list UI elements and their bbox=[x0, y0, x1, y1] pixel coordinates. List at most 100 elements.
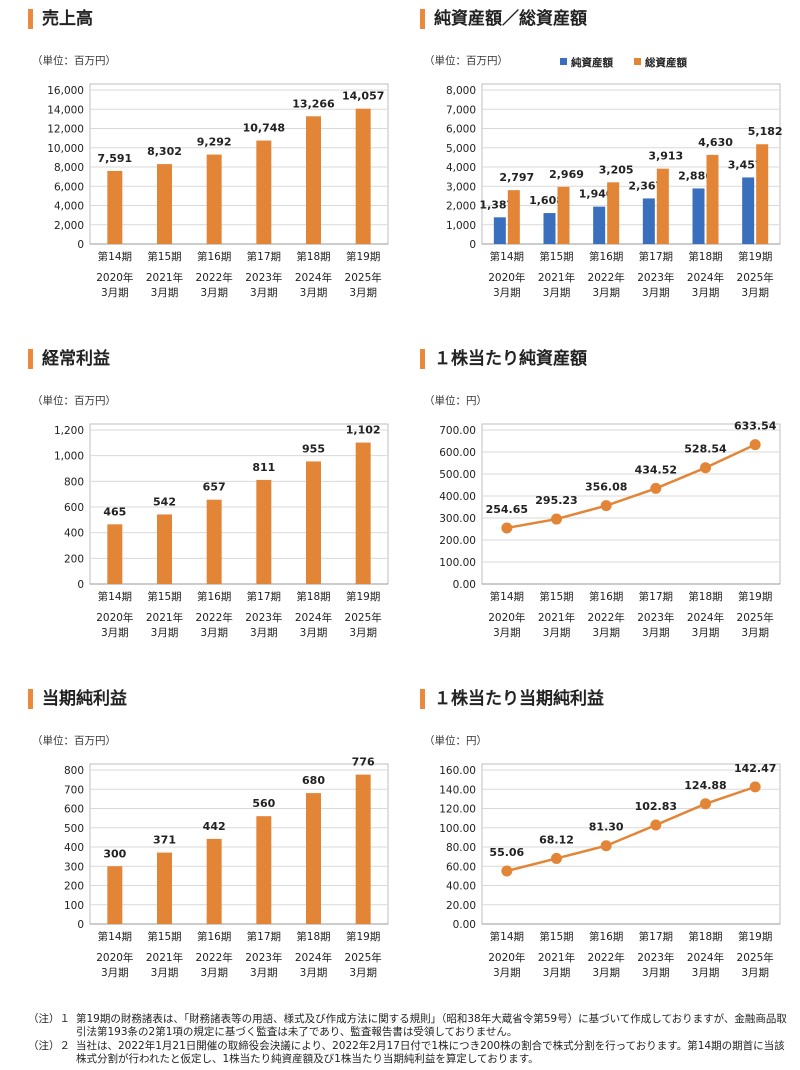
y-tick-label: 200.00 bbox=[439, 535, 476, 547]
data-label: 2,969 bbox=[549, 168, 584, 181]
y-tick-label: 500.00 bbox=[439, 469, 476, 481]
y-tick-label: 1,000 bbox=[446, 220, 476, 232]
x-tick-year: 2023年 bbox=[245, 951, 282, 964]
data-label: 3,205 bbox=[599, 163, 634, 176]
x-tick-year: 2025年 bbox=[345, 271, 382, 284]
unit-label: （単位：百万円） bbox=[32, 54, 116, 67]
data-label: 14,057 bbox=[342, 90, 384, 103]
x-tick-period: 3月期 bbox=[300, 967, 328, 979]
y-tick-label: 800 bbox=[64, 765, 84, 777]
bar bbox=[306, 116, 321, 244]
bar bbox=[306, 461, 321, 584]
y-tick-label: 2,000 bbox=[54, 220, 84, 232]
data-label: 3,457 bbox=[728, 158, 763, 171]
y-tick-label: 4,000 bbox=[54, 201, 84, 213]
x-tick-period: 3月期 bbox=[692, 287, 720, 299]
x-tick-period: 3月期 bbox=[592, 967, 620, 979]
data-label: 1,940 bbox=[579, 188, 614, 201]
y-tick-label: 8,000 bbox=[446, 85, 476, 97]
y-tick-label: 400 bbox=[64, 842, 84, 854]
x-tick-period: 3月期 bbox=[741, 967, 769, 979]
x-tick-label: 第16期 bbox=[589, 250, 623, 263]
x-tick-period: 3月期 bbox=[200, 287, 228, 299]
plot-frame bbox=[89, 423, 389, 585]
data-label: 542 bbox=[153, 495, 176, 508]
chart-title: 当期純利益 bbox=[28, 688, 127, 710]
bar bbox=[107, 170, 123, 244]
data-label: 10,748 bbox=[243, 122, 285, 135]
x-tick-year: 2023年 bbox=[637, 951, 674, 964]
y-tick-label: 6,000 bbox=[446, 124, 476, 136]
data-point bbox=[700, 798, 711, 810]
x-tick-year: 2024年 bbox=[687, 951, 724, 964]
x-tick-year: 2024年 bbox=[687, 611, 724, 624]
x-tick-period: 3月期 bbox=[741, 287, 769, 299]
chart-title: １株当たり当期純利益 bbox=[420, 688, 604, 710]
y-tick-label: 400 bbox=[64, 528, 84, 540]
x-tick-period: 3月期 bbox=[300, 627, 328, 639]
x-tick-label: 第16期 bbox=[197, 930, 231, 943]
x-tick-label: 第18期 bbox=[688, 250, 722, 263]
bar bbox=[206, 499, 222, 584]
bps-line-chart: （単位：円） 0.00 100.00 200.00 300.00 400.00 500.00… bbox=[424, 394, 781, 639]
y-tick-label: 0.00 bbox=[453, 579, 476, 591]
y-tick-label: 14,000 bbox=[47, 104, 84, 116]
x-tick-label: 第14期 bbox=[490, 250, 524, 263]
y-tick-label: 300 bbox=[64, 861, 84, 873]
x-tick-label: 第16期 bbox=[197, 250, 231, 263]
x-tick-period: 3月期 bbox=[642, 967, 670, 979]
bar bbox=[756, 144, 769, 244]
y-tick-label: 500 bbox=[64, 823, 84, 835]
assets-bar-chart: （単位：百万円） 0 1,000 2,000 3,000 4,000 5,000 6,000 7… bbox=[424, 54, 783, 299]
bar bbox=[256, 140, 272, 244]
x-tick-year: 2023年 bbox=[245, 611, 282, 624]
data-label: 371 bbox=[153, 834, 176, 847]
y-tick-label: 160.00 bbox=[439, 765, 476, 777]
data-label: 2,886 bbox=[678, 169, 713, 182]
data-point bbox=[600, 840, 612, 852]
x-tick-period: 3月期 bbox=[101, 967, 129, 979]
footnotes: （注）１ 第19期の財務諸表は、「財務諸表等の用語、様式及び作成方法に関する規則… bbox=[28, 1013, 788, 1067]
net-income-bar-chart: （単位：百万円） 0 100 200 300 400 500 600 700 800 第14期 202… bbox=[32, 734, 389, 979]
x-tick-period: 3月期 bbox=[692, 967, 720, 979]
y-tick-label: 700.00 bbox=[439, 425, 476, 437]
data-point bbox=[551, 513, 562, 525]
x-tick-label: 第14期 bbox=[98, 590, 132, 603]
x-tick-label: 第18期 bbox=[296, 930, 330, 943]
chart-area: （単位：百万円） 0 1,000 2,000 3,000 4,000 5,000 6,000 7… bbox=[420, 48, 790, 320]
data-label: 1,608 bbox=[529, 194, 564, 207]
data-label: 8,302 bbox=[147, 145, 182, 158]
plot-frame bbox=[89, 763, 389, 925]
data-label: 811 bbox=[252, 461, 275, 474]
eps-line-chart: （単位：円） 0.00 20.00 40.00 60.00 80.00 100.00 120.… bbox=[424, 734, 781, 979]
footnote: （注）２ 当社は、2022年1月21日開催の取締役会決議により、2022年2月1… bbox=[28, 1040, 788, 1066]
x-tick-year: 2020年 bbox=[96, 271, 133, 284]
data-point bbox=[700, 462, 711, 474]
x-tick-period: 3月期 bbox=[349, 967, 377, 979]
bar bbox=[642, 198, 655, 244]
x-tick-period: 3月期 bbox=[151, 287, 179, 299]
x-tick-year: 2021年 bbox=[538, 271, 575, 284]
series-line bbox=[506, 443, 756, 530]
x-tick-year: 2021年 bbox=[538, 951, 575, 964]
x-tick-label: 第17期 bbox=[639, 930, 673, 943]
data-label: 776 bbox=[352, 756, 375, 769]
data-label: 9,292 bbox=[197, 136, 232, 149]
y-tick-label: 10,000 bbox=[47, 143, 84, 155]
data-label: 955 bbox=[302, 442, 325, 455]
data-label: 657 bbox=[203, 481, 226, 494]
x-tick-label: 第18期 bbox=[296, 590, 330, 603]
bar bbox=[206, 838, 222, 924]
legend-swatch bbox=[634, 58, 641, 65]
x-tick-period: 3月期 bbox=[250, 287, 278, 299]
x-tick-label: 第19期 bbox=[346, 250, 380, 263]
bar bbox=[256, 816, 272, 924]
x-tick-year: 2022年 bbox=[196, 611, 233, 624]
data-point bbox=[650, 482, 662, 494]
bar bbox=[493, 217, 506, 244]
x-tick-year: 2025年 bbox=[345, 611, 382, 624]
x-tick-period: 3月期 bbox=[101, 627, 129, 639]
x-tick-period: 3月期 bbox=[543, 627, 571, 639]
x-tick-period: 3月期 bbox=[692, 627, 720, 639]
plot-frame bbox=[481, 763, 781, 925]
